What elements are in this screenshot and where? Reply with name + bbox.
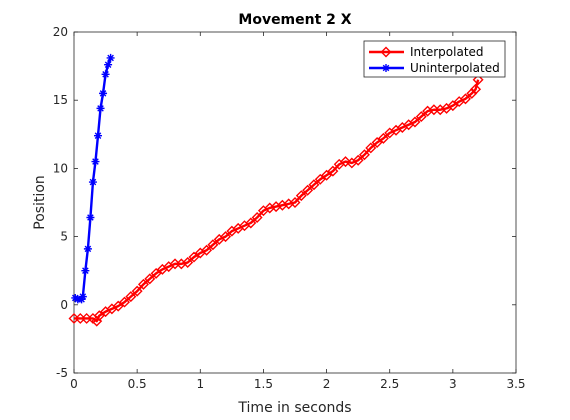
data-point-interpolated: [207, 239, 219, 251]
data-point-interpolated: [144, 273, 156, 285]
chart-title: Movement 2 X: [238, 12, 351, 28]
x-tick-label: 0: [70, 377, 78, 391]
data-point-interpolated: [302, 184, 314, 196]
data-point-uninterpolated: [99, 89, 108, 98]
data-point-interpolated: [289, 197, 301, 208]
data-point-interpolated: [422, 105, 434, 117]
legend-label-uninterpolated: Uninterpolated: [410, 61, 500, 75]
data-point-interpolated: [409, 116, 421, 128]
data-point-uninterpolated: [78, 292, 87, 301]
data-point-uninterpolated: [88, 178, 97, 187]
data-point-interpolated: [470, 83, 482, 95]
data-point-interpolated: [352, 154, 364, 166]
series-uninterpolated: [71, 53, 115, 304]
data-point-interpolated: [150, 267, 162, 279]
data-point-interpolated: [283, 198, 295, 210]
data-point-interpolated: [245, 217, 257, 229]
series-line-interpolated: [74, 79, 480, 323]
data-point-interpolated: [295, 190, 307, 202]
data-point-interpolated: [131, 285, 143, 297]
legend-label-interpolated: Interpolated: [410, 45, 484, 59]
data-point-interpolated: [327, 165, 339, 177]
data-point-interpolated: [415, 111, 427, 123]
data-point-interpolated: [220, 231, 232, 243]
data-point-interpolated: [251, 212, 263, 223]
data-point-uninterpolated: [77, 295, 86, 304]
data-point-uninterpolated: [96, 104, 105, 113]
data-point-uninterpolated: [71, 293, 80, 302]
data-point-interpolated: [175, 258, 187, 270]
data-point-uninterpolated: [93, 131, 102, 140]
data-point-interpolated: [466, 87, 478, 99]
data-point-interpolated: [182, 257, 194, 269]
data-point-uninterpolated: [83, 244, 92, 253]
data-point-interpolated: [314, 173, 326, 185]
data-point-interpolated: [264, 202, 276, 214]
x-tick-label: 1.5: [254, 377, 273, 391]
data-point-interpolated: [377, 132, 389, 144]
data-point-interpolated: [201, 244, 213, 256]
data-point-interpolated: [112, 300, 124, 312]
data-point-interpolated: [308, 179, 320, 191]
data-point-interpolated: [125, 291, 137, 303]
x-tick-label: 2.5: [380, 377, 399, 391]
data-point-interpolated: [321, 169, 333, 181]
data-point-interpolated: [365, 142, 377, 154]
data-point-interpolated: [93, 310, 105, 322]
legend-marker-uninterpolated: [382, 64, 390, 72]
data-point-uninterpolated: [101, 70, 110, 79]
data-point-interpolated: [119, 296, 131, 308]
data-point-uninterpolated: [106, 53, 115, 62]
series-interpolated: [68, 74, 484, 327]
data-point-interpolated: [270, 201, 282, 213]
x-tick-label: 1: [196, 377, 204, 391]
data-point-uninterpolated: [86, 213, 95, 222]
y-tick-label: 5: [60, 230, 68, 244]
legend: Interpolated Uninterpolated: [363, 40, 506, 78]
data-point-interpolated: [276, 199, 288, 211]
data-point-interpolated: [447, 100, 459, 112]
data-point-interpolated: [340, 156, 352, 168]
y-tick-label: 20: [53, 25, 68, 39]
data-point-interpolated: [358, 149, 370, 161]
y-tick-label: 0: [60, 298, 68, 312]
legend-marker-interpolated: [380, 46, 392, 58]
x-tick-label: 3.5: [506, 377, 525, 391]
legend-box: [363, 40, 506, 78]
data-point-uninterpolated: [81, 266, 90, 275]
data-point-interpolated: [371, 136, 383, 148]
y-tick-label: 15: [53, 93, 68, 107]
x-tick-label: 3: [449, 377, 457, 391]
data-point-interpolated: [472, 74, 484, 86]
data-point-uninterpolated: [104, 60, 113, 69]
data-point-interpolated: [188, 251, 200, 263]
data-point-interpolated: [137, 278, 149, 290]
data-point-uninterpolated: [91, 157, 100, 166]
y-tick-label: 10: [53, 161, 68, 175]
x-axis-label: Time in seconds: [237, 400, 351, 416]
y-axis-label: Position: [32, 175, 48, 230]
x-tick-label: 0.5: [128, 377, 147, 391]
data-point-interpolated: [434, 104, 446, 116]
y-tick-label: -5: [56, 366, 68, 380]
x-tick-label: 2: [323, 377, 331, 391]
data-point-interpolated: [459, 93, 471, 105]
